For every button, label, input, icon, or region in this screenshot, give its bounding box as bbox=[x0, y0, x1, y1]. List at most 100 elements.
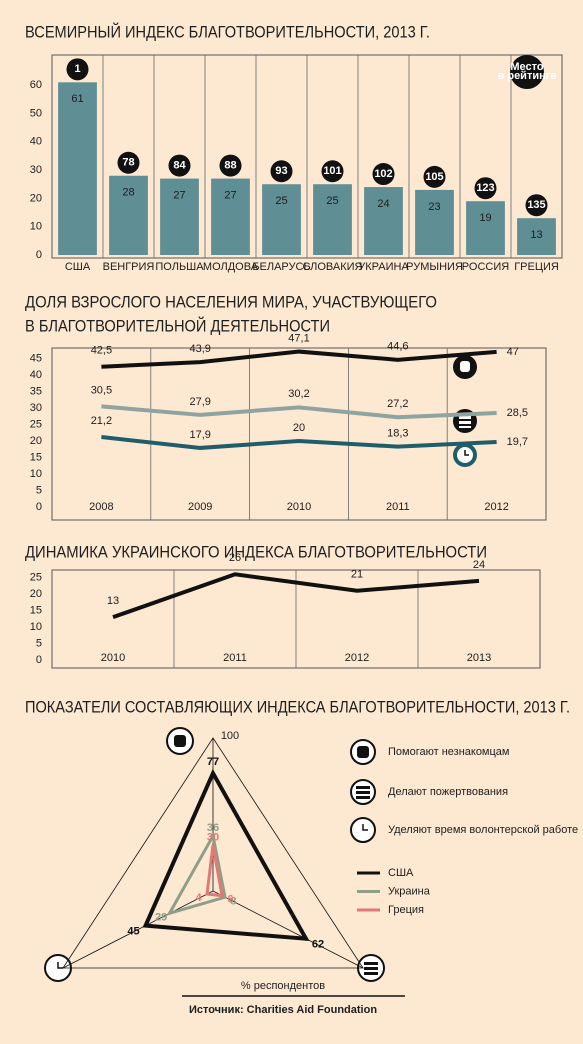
bar bbox=[313, 184, 352, 255]
value-label: 30,5 bbox=[91, 384, 112, 396]
rank-label: 102 bbox=[374, 168, 392, 180]
chart-title: ДИНАМИКА УКРАИНСКОГО ИНДЕКСА БЛАГОТВОРИТ… bbox=[25, 542, 487, 561]
y-tick-label: 25 bbox=[30, 418, 42, 430]
y-tick-label: 10 bbox=[30, 468, 42, 480]
value-label: 27,2 bbox=[387, 398, 408, 410]
bar bbox=[262, 184, 301, 255]
radar-value-label: 6 bbox=[227, 894, 233, 906]
x-tick-label: 2010 bbox=[287, 501, 311, 513]
x-tick-label: РОССИЯ bbox=[462, 261, 509, 273]
x-tick-label: США bbox=[65, 261, 91, 273]
rank-badge bbox=[168, 154, 191, 177]
radar-polygon bbox=[166, 831, 227, 916]
value-label: 26 bbox=[229, 552, 241, 564]
bar-value-label: 24 bbox=[377, 198, 389, 210]
bar-value-label: 25 bbox=[275, 195, 287, 207]
radar-frame bbox=[62, 737, 364, 969]
value-label: 20 bbox=[293, 422, 305, 434]
value-label: 21 bbox=[351, 569, 363, 581]
rank-badge bbox=[372, 163, 395, 186]
bar-value-label: 61 bbox=[71, 93, 83, 105]
y-tick-label: 20 bbox=[30, 588, 42, 600]
value-label: 43,9 bbox=[189, 343, 210, 355]
x-tick-label: СЛОВАКИЯ bbox=[303, 261, 363, 273]
bar bbox=[160, 178, 199, 255]
chart-title: ДОЛЯ ВЗРОСЛОГО НАСЕЛЕНИЯ МИРА, УЧАСТВУЮЩ… bbox=[25, 292, 437, 311]
rank-label: 123 bbox=[476, 182, 494, 194]
rank-badge bbox=[474, 177, 497, 200]
y-tick-label: 60 bbox=[30, 79, 42, 91]
y-tick-label: 0 bbox=[36, 249, 42, 261]
y-tick-label: 5 bbox=[36, 484, 42, 496]
x-tick-label: ПОЛЬША bbox=[155, 261, 204, 273]
y-tick-label: 40 bbox=[30, 369, 42, 381]
value-label: 47,1 bbox=[288, 332, 309, 344]
y-tick-label: 0 bbox=[36, 654, 42, 666]
y-tick-label: 15 bbox=[30, 604, 42, 616]
x-tick-label: 2008 bbox=[89, 501, 113, 513]
bar bbox=[517, 218, 556, 255]
icon-hand bbox=[453, 355, 477, 379]
rank-label: 84 bbox=[173, 159, 186, 171]
radar-value-label: 29 bbox=[155, 911, 167, 923]
x-tick-label: 2011 bbox=[386, 501, 410, 513]
icon-clock bbox=[44, 954, 72, 982]
legend-label: США bbox=[388, 867, 414, 879]
value-label: 21,2 bbox=[91, 415, 112, 427]
rank-legend-badge bbox=[510, 55, 544, 89]
x-tick-label: УКРАИНА bbox=[358, 261, 409, 273]
y-tick-label: 40 bbox=[30, 136, 42, 148]
value-label: 30,2 bbox=[288, 388, 309, 400]
rank-badge bbox=[117, 151, 140, 174]
value-label: 47 bbox=[507, 346, 519, 358]
radar-value-label: 45 bbox=[127, 926, 139, 938]
source: Источник: Charities Aid Foundation bbox=[189, 1004, 377, 1016]
radar-value-label: 77 bbox=[207, 756, 219, 768]
y-tick-label: 30 bbox=[30, 164, 42, 176]
value-label: 24 bbox=[473, 559, 485, 571]
icon-clock bbox=[350, 817, 376, 843]
bar-value-label: 23 bbox=[428, 201, 440, 213]
x-tick-label: ГРЕЦИЯ bbox=[514, 261, 559, 273]
rank-label: 135 bbox=[527, 199, 545, 211]
bar bbox=[58, 82, 97, 255]
rank-label: 105 bbox=[425, 171, 443, 183]
y-tick-label: 0 bbox=[36, 501, 42, 513]
bar-value-label: 25 bbox=[326, 195, 338, 207]
axis-legend-label: Помогают незнакомцам bbox=[388, 746, 509, 758]
axis-legend-label: Уделяют время волонтерской работе bbox=[388, 824, 578, 836]
value-label: 13 bbox=[107, 595, 119, 607]
y-tick-label: 50 bbox=[30, 107, 42, 119]
y-tick-label: 5 bbox=[36, 637, 42, 649]
y-tick-label: 20 bbox=[30, 192, 42, 204]
radar-value-label: 62 bbox=[312, 939, 324, 951]
radar-polygon bbox=[142, 768, 310, 942]
x-tick-label: РУМЫНИЯ bbox=[406, 261, 463, 273]
rank-badge bbox=[270, 160, 293, 183]
series-line bbox=[101, 435, 497, 450]
icon-hand bbox=[350, 739, 376, 765]
rank-legend-label: в рейтинге bbox=[498, 70, 557, 82]
value-label: 17,9 bbox=[189, 429, 210, 441]
x-tick-label: БЕЛАРУСЬ bbox=[252, 261, 310, 273]
rank-badge bbox=[423, 165, 446, 188]
axis-legend-label: Делают пожертвования bbox=[388, 786, 508, 798]
rank-label: 101 bbox=[323, 165, 341, 177]
value-label: 44,6 bbox=[387, 341, 408, 353]
x-tick-label: 2011 bbox=[223, 652, 247, 664]
radar-axis bbox=[212, 890, 364, 969]
bar bbox=[466, 201, 505, 255]
x-tick-label: МОЛДОВА bbox=[203, 261, 259, 273]
x-tick-label: 2013 bbox=[467, 652, 491, 664]
bar bbox=[415, 189, 454, 255]
x-tick-label: 2012 bbox=[345, 652, 369, 664]
rank-badge bbox=[219, 154, 242, 177]
radar-value-label: 30 bbox=[207, 831, 219, 843]
value-label: 27,9 bbox=[189, 396, 210, 408]
bar bbox=[211, 178, 250, 255]
y-tick-label: 20 bbox=[30, 435, 42, 447]
value-label: 19,7 bbox=[507, 436, 528, 448]
legend-label: Украина bbox=[388, 885, 431, 897]
chart-title: В БЛАГОТВОРИТЕЛЬНОЙ ДЕЯТЕЛЬНОСТИ bbox=[25, 316, 330, 335]
